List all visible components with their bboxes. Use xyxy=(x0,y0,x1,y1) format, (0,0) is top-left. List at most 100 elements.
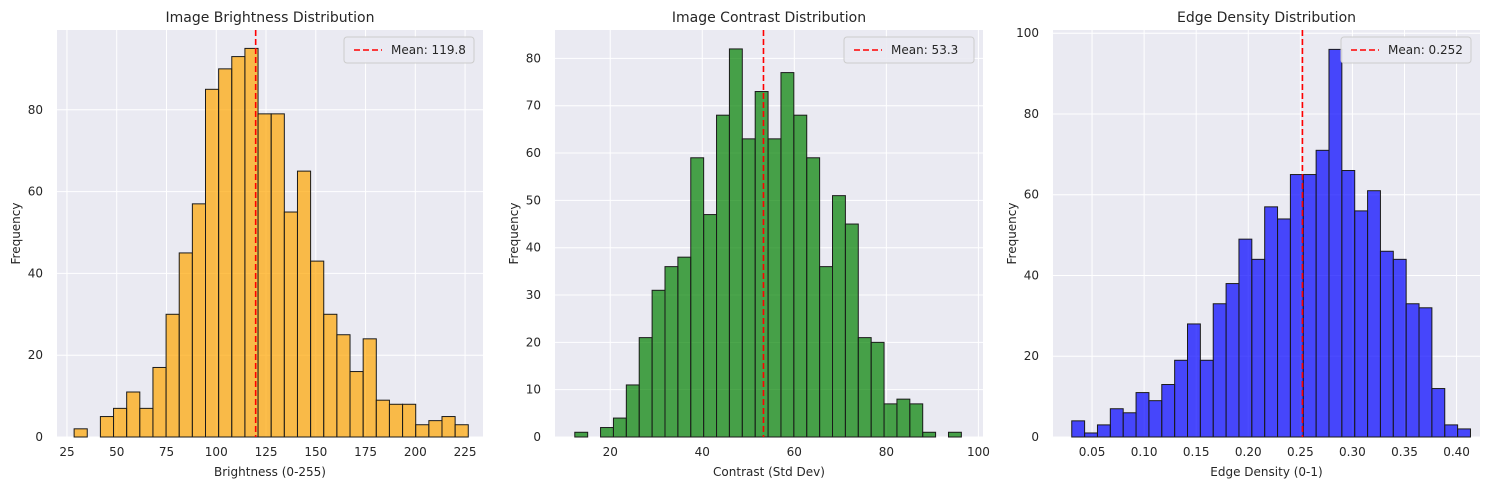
histogram-bar xyxy=(651,289,666,438)
y-tick-label: 10 xyxy=(526,383,541,397)
x-tick-label: 0.30 xyxy=(1339,445,1366,459)
histogram-bar xyxy=(793,114,808,438)
histogram-bar xyxy=(857,337,872,438)
histogram-bar xyxy=(1161,384,1176,438)
histogram-bar xyxy=(323,313,338,438)
histogram-bar xyxy=(716,114,730,438)
chart-panel-2: 20 40 60 80 100 0 10 20 30 40 50 60 70 80 Image Contra… xyxy=(507,10,990,479)
histogram-bar xyxy=(1379,250,1394,438)
x-tick-label: 50 xyxy=(109,445,124,459)
histogram-bar xyxy=(625,384,640,438)
histogram-bar xyxy=(1071,420,1086,438)
histogram-bar xyxy=(1199,359,1214,438)
histogram-bar xyxy=(349,371,364,438)
x-tick-label: 75 xyxy=(159,445,174,459)
y-tick-label: 0 xyxy=(533,430,541,444)
chart-panel-3: 0.05 0.10 0.15 0.20 0.25 0.30 0.35 0.40 0 20 40 60 8… xyxy=(1005,10,1480,479)
y-tick-label: 60 xyxy=(526,146,541,160)
histogram-bar xyxy=(638,337,653,438)
x-axis-label: Contrast (Std Dev) xyxy=(713,465,825,479)
histogram-bar xyxy=(1341,170,1356,438)
histogram-bar xyxy=(1174,359,1189,438)
histogram-bar xyxy=(388,403,404,438)
x-tick-label: 125 xyxy=(255,445,278,459)
histogram-bar xyxy=(819,266,834,438)
y-tick-label: 40 xyxy=(1024,268,1039,282)
histogram-bar xyxy=(1122,412,1137,438)
histogram-bar xyxy=(1302,174,1317,438)
histogram-bar xyxy=(677,256,692,438)
y-tick-label: 40 xyxy=(526,241,541,255)
histogram-bar xyxy=(1212,303,1227,438)
y-tick-label: 20 xyxy=(1024,349,1039,363)
x-tick-label: 100 xyxy=(205,445,228,459)
histogram-bar xyxy=(362,338,377,438)
histogram-bar xyxy=(832,195,846,438)
histogram-bar xyxy=(741,138,756,438)
legend-label: Mean: 119.8 xyxy=(391,43,466,57)
legend: Mean: 0.252 xyxy=(1340,36,1472,64)
histogram-bar xyxy=(1109,408,1124,438)
histogram-bar xyxy=(1225,283,1240,438)
histogram-bar xyxy=(1367,190,1381,438)
y-tick-label: 60 xyxy=(28,185,43,199)
histogram-bar xyxy=(1187,323,1201,438)
histogram-bar xyxy=(454,424,469,438)
histogram-bar xyxy=(310,260,325,438)
histogram-bar xyxy=(947,431,962,438)
histogram-bar xyxy=(780,72,795,438)
y-tick-label: 40 xyxy=(28,266,43,280)
legend-label: Mean: 0.252 xyxy=(1388,43,1463,57)
x-tick-label: 40 xyxy=(695,445,710,459)
histogram-bar xyxy=(296,170,312,438)
y-tick-label: 80 xyxy=(1024,107,1039,121)
histogram-bar xyxy=(1392,258,1407,438)
histogram-bar xyxy=(883,403,898,438)
histogram-bar xyxy=(664,266,679,438)
histogram-bar xyxy=(922,431,937,438)
x-tick-label: 0.15 xyxy=(1183,445,1210,459)
y-tick-label: 0 xyxy=(35,430,43,444)
histogram-bar xyxy=(1315,149,1330,438)
histogram-bar xyxy=(703,214,718,438)
histogram-bar xyxy=(1457,428,1471,438)
histogram-bar xyxy=(1289,174,1304,438)
y-tick-label: 20 xyxy=(526,335,541,349)
histogram-bar xyxy=(806,157,821,438)
y-axis-label: Frequency xyxy=(507,203,521,265)
x-tick-label: 200 xyxy=(404,445,427,459)
histogram-bar xyxy=(1238,238,1253,438)
y-tick-label: 0 xyxy=(1031,430,1039,444)
histogram-bar xyxy=(152,366,167,438)
x-tick-label: 80 xyxy=(879,445,894,459)
chart-title: Edge Density Distribution xyxy=(1177,10,1356,26)
histogram-bar xyxy=(1354,210,1369,438)
y-tick-label: 20 xyxy=(28,348,43,362)
x-tick-label: 0.35 xyxy=(1391,445,1418,459)
y-tick-label: 80 xyxy=(28,103,43,117)
histogram-bar xyxy=(205,88,220,438)
histogram-bar xyxy=(1444,424,1459,438)
histogram-bar xyxy=(165,313,180,438)
x-tick-label: 0.25 xyxy=(1287,445,1314,459)
histogram-bar xyxy=(178,252,193,438)
histogram-bar xyxy=(1418,307,1433,438)
legend-box xyxy=(343,36,475,64)
histogram-bar xyxy=(600,427,614,438)
x-tick-label: 0.10 xyxy=(1131,445,1158,459)
histogram-bar xyxy=(218,68,233,438)
histogram-bar xyxy=(257,113,272,438)
histogram-bar xyxy=(728,48,743,438)
histogram-bar xyxy=(402,403,417,438)
legend-label: Mean: 53.3 xyxy=(891,43,958,57)
histogram-bar xyxy=(270,113,285,438)
y-axis-label: Frequency xyxy=(1005,203,1019,265)
histogram-bar xyxy=(844,223,859,438)
histogram-bar xyxy=(1431,388,1446,438)
legend: Mean: 119.8 xyxy=(343,36,475,64)
y-axis-label: Frequency xyxy=(9,203,23,265)
y-tick-label: 50 xyxy=(526,193,541,207)
x-tick-label: 0.05 xyxy=(1079,445,1106,459)
legend-box xyxy=(843,36,975,64)
histogram-bar xyxy=(1148,400,1163,438)
